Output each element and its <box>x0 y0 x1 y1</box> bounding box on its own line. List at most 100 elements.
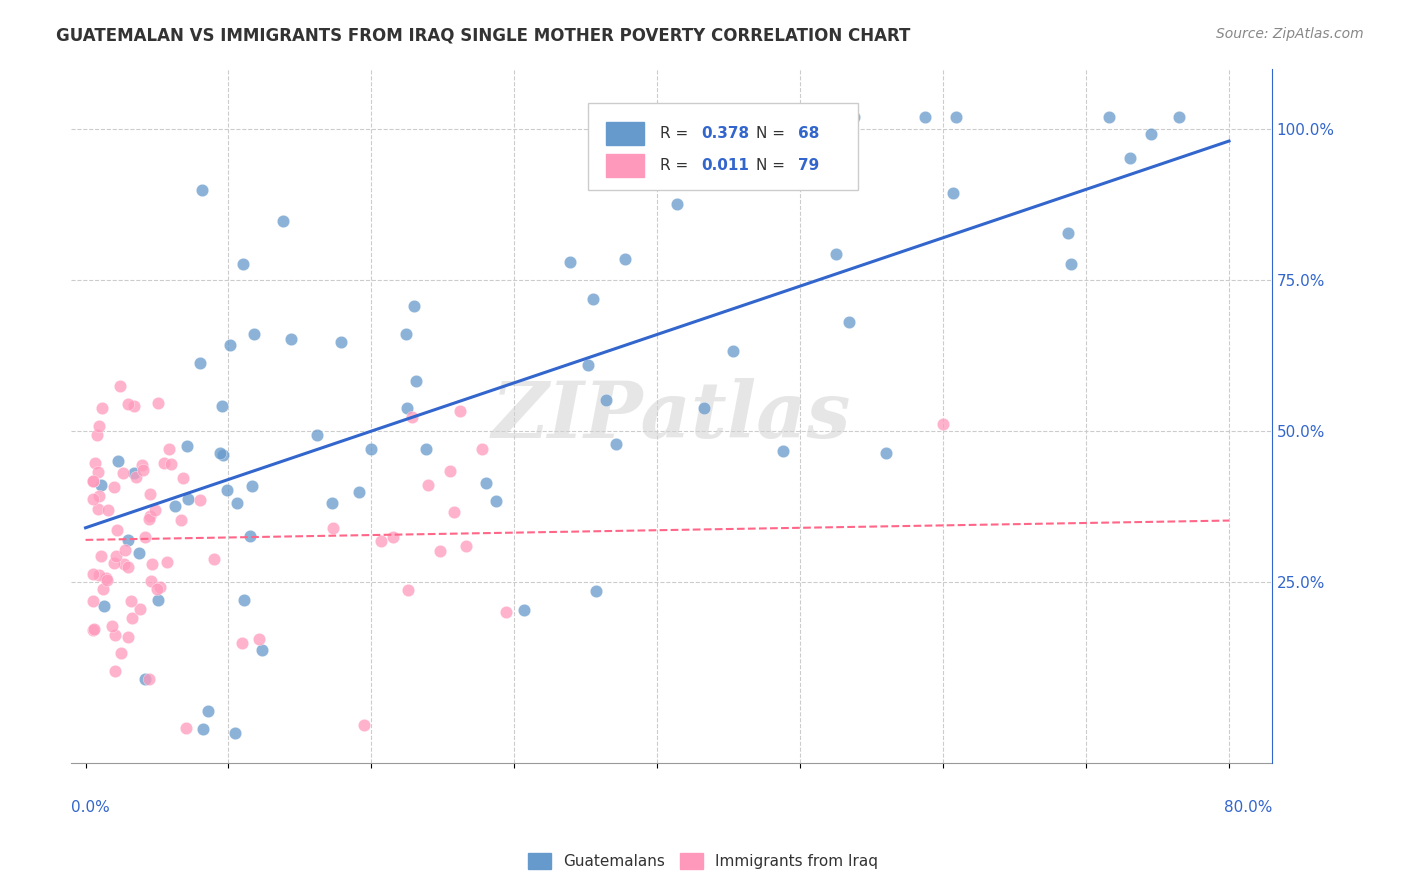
Point <box>1057 227 1080 241</box>
Point <box>170 513 193 527</box>
Point <box>149 580 172 594</box>
Point <box>322 521 344 535</box>
Point <box>576 359 599 373</box>
Point <box>139 574 162 588</box>
Point <box>163 499 186 513</box>
Point <box>82 475 104 489</box>
Point <box>273 214 295 228</box>
Point <box>197 704 219 718</box>
Point <box>402 299 425 313</box>
Point <box>395 327 418 342</box>
Point <box>280 332 302 346</box>
Text: 79: 79 <box>797 158 818 173</box>
Point <box>141 558 163 572</box>
Point <box>129 602 152 616</box>
Point <box>470 442 492 456</box>
Point <box>247 632 270 646</box>
Point <box>443 504 465 518</box>
Point <box>226 496 249 510</box>
Text: 68: 68 <box>797 126 820 141</box>
Point <box>243 327 266 342</box>
Point <box>156 555 179 569</box>
Point <box>177 491 200 506</box>
Point <box>353 717 375 731</box>
Point <box>87 489 110 503</box>
Point <box>582 293 605 307</box>
Point <box>347 485 370 500</box>
Point <box>174 721 197 735</box>
Point <box>87 419 110 434</box>
Point <box>415 442 437 456</box>
Text: 80.0%: 80.0% <box>1223 800 1272 815</box>
Point <box>252 643 274 657</box>
Point <box>131 458 153 473</box>
Point <box>321 495 343 509</box>
Point <box>82 567 104 582</box>
Legend: Guatemalans, Immigrants from Iraq: Guatemalans, Immigrants from Iraq <box>522 847 884 875</box>
Point <box>188 493 211 508</box>
Text: ZIPatlas: ZIPatlas <box>492 377 851 454</box>
Point <box>605 436 627 450</box>
Point <box>97 503 120 517</box>
Point <box>239 529 262 543</box>
Point <box>105 523 128 537</box>
Point <box>160 457 183 471</box>
Point <box>131 463 153 477</box>
Point <box>211 400 233 414</box>
Point <box>101 619 124 633</box>
Point <box>693 401 716 415</box>
Point <box>138 672 160 686</box>
Point <box>219 338 242 352</box>
Point <box>1118 151 1140 165</box>
Point <box>104 628 127 642</box>
Point <box>96 573 118 587</box>
Point <box>83 622 105 636</box>
Point <box>329 334 352 349</box>
Point <box>91 582 114 596</box>
Text: GUATEMALAN VS IMMIGRANTS FROM IRAQ SINGLE MOTHER POVERTY CORRELATION CHART: GUATEMALAN VS IMMIGRANTS FROM IRAQ SINGL… <box>56 27 911 45</box>
Point <box>117 397 139 411</box>
Point <box>122 466 145 480</box>
Point <box>82 474 104 488</box>
Point <box>146 396 169 410</box>
Point <box>595 393 617 408</box>
Point <box>772 444 794 458</box>
Point <box>665 197 688 211</box>
Point <box>117 533 139 548</box>
Point <box>145 502 167 516</box>
Point <box>1059 257 1081 271</box>
Point <box>117 630 139 644</box>
Point <box>484 493 506 508</box>
Point <box>495 605 517 619</box>
Point <box>82 492 104 507</box>
Point <box>89 567 111 582</box>
Point <box>401 410 423 425</box>
Point <box>134 672 156 686</box>
Point <box>842 110 865 124</box>
Point <box>721 344 744 359</box>
Point <box>107 454 129 468</box>
Point <box>381 530 404 544</box>
Point <box>232 257 254 271</box>
Point <box>114 542 136 557</box>
Point <box>90 549 112 563</box>
Point <box>914 110 936 124</box>
Point <box>825 247 848 261</box>
Point <box>90 477 112 491</box>
Point <box>139 487 162 501</box>
Point <box>138 508 160 523</box>
Point <box>82 624 104 638</box>
Point <box>82 594 104 608</box>
Point <box>838 316 860 330</box>
Point <box>558 254 581 268</box>
Text: N =: N = <box>755 158 790 173</box>
Text: R =: R = <box>659 158 693 173</box>
Text: 0.378: 0.378 <box>702 126 749 141</box>
Point <box>105 549 128 564</box>
Point <box>176 439 198 453</box>
Point <box>191 723 214 737</box>
Point <box>134 530 156 544</box>
Point <box>396 401 419 416</box>
Bar <box>606 121 644 145</box>
Point <box>932 417 955 431</box>
